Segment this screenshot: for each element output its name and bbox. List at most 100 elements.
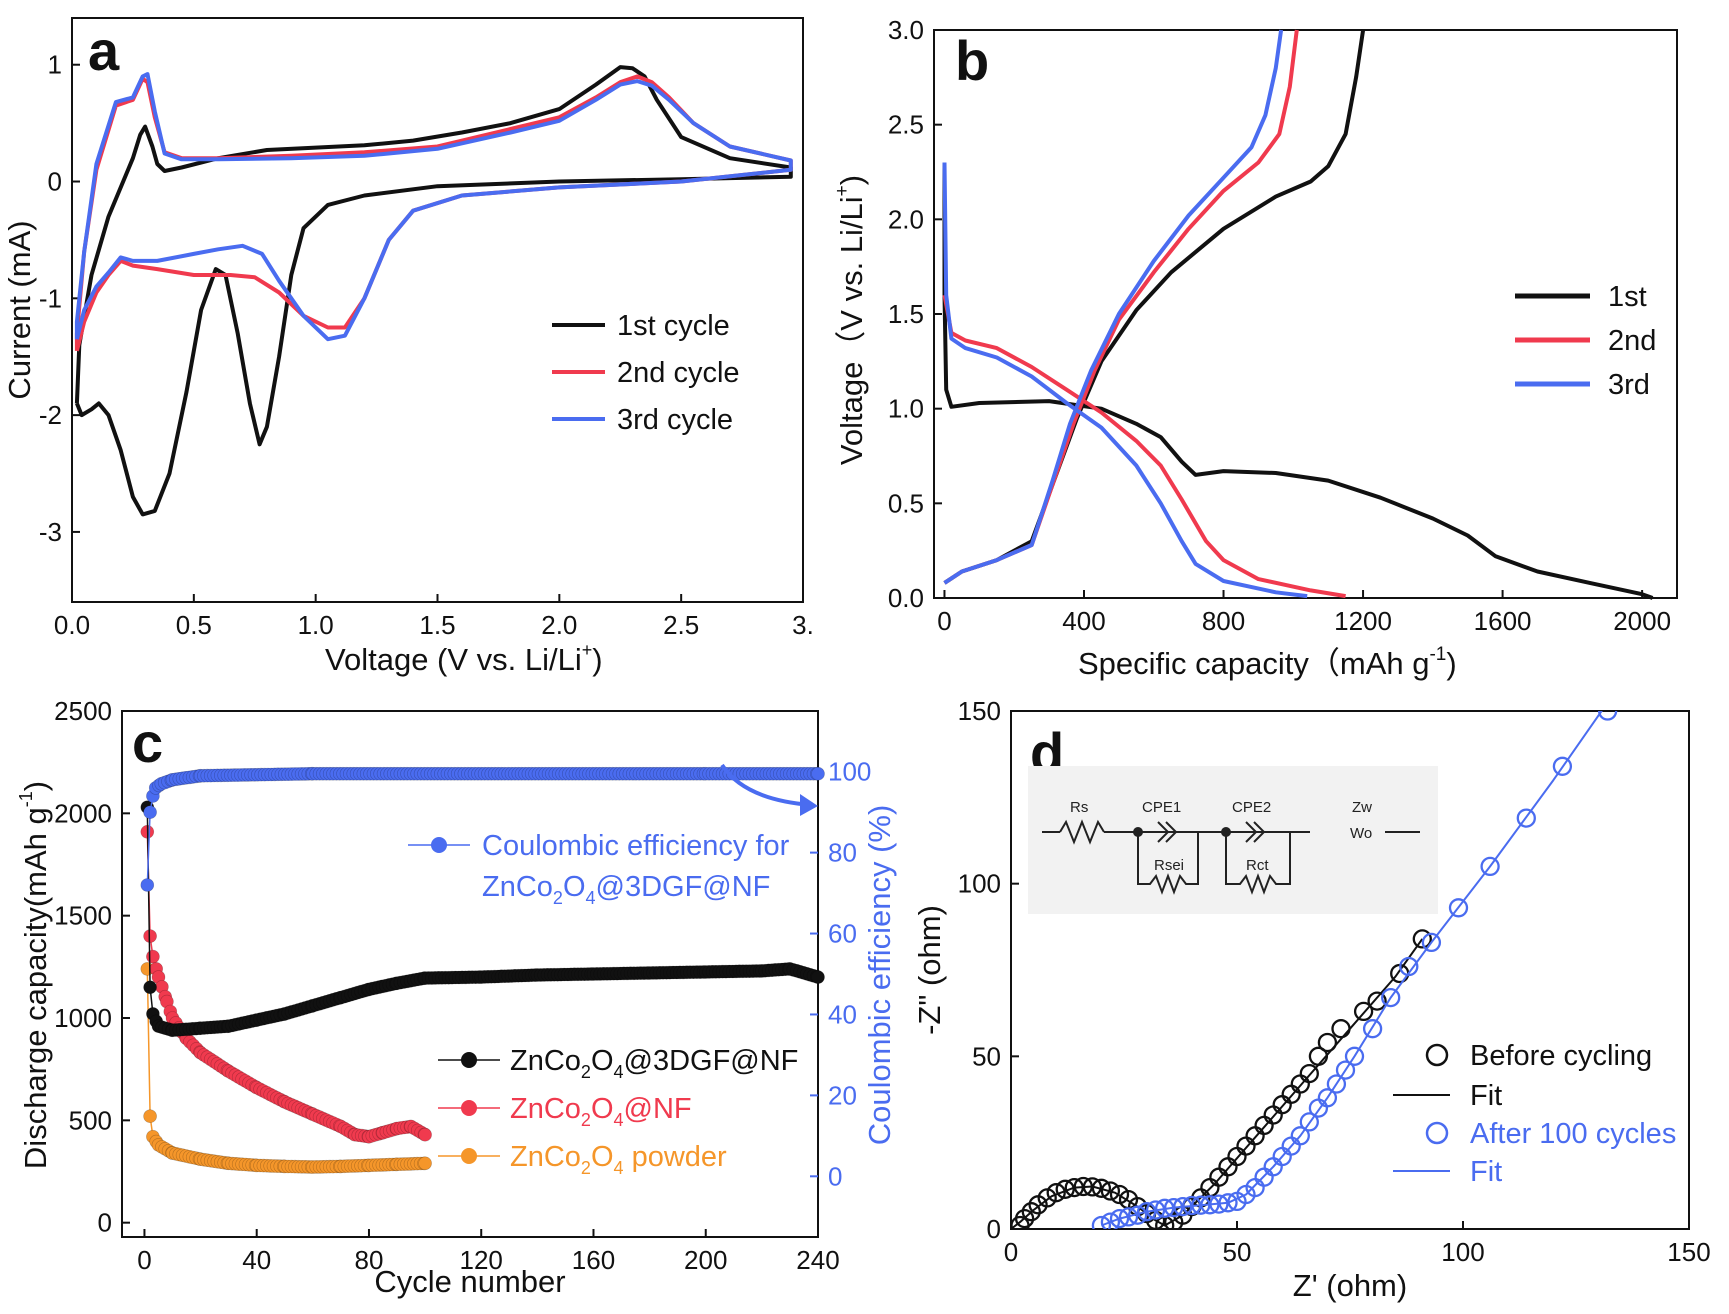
rsei-resistor-icon <box>1137 832 1199 895</box>
a-xtick-label: 3. <box>792 610 814 640</box>
c-series-2-marker <box>143 980 157 995</box>
d-legend-label-2: Fit <box>1470 1080 1502 1112</box>
b-series-2-discharge <box>942 294 1346 599</box>
d-series-3-marker <box>1299 1112 1319 1132</box>
b-legend-label-2: 2nd <box>1608 325 1656 357</box>
d-xtick-label: 50 <box>1223 1237 1252 1267</box>
c-ytick-label: 2500 <box>54 696 112 726</box>
d-inset-label-cpe1: CPE1 <box>1142 799 1181 816</box>
a-xtick-label: 2.5 <box>663 610 699 640</box>
a-xtick-label: 1.5 <box>419 610 455 640</box>
panel-d: 0 50 100 150 0 50 100 150 <box>958 696 1711 1267</box>
d-series-4-fit-line <box>1101 711 1603 1227</box>
c-ytick-label: 1000 <box>54 1003 112 1033</box>
panel-d-frame <box>1010 710 1690 1230</box>
b-series-1-discharge <box>942 162 1654 600</box>
d-series-1-marker <box>1367 991 1387 1011</box>
d-xtick-label: 100 <box>1441 1237 1484 1267</box>
c-series-1-marker <box>140 878 155 892</box>
d-inset-label-zw: Zw <box>1352 799 1372 816</box>
b-series-3-discharge <box>942 162 1308 599</box>
a-legend-label-3: 3rd cycle <box>617 404 733 436</box>
d-series-3-marker <box>1091 1215 1112 1229</box>
a-xtick-label: 1.0 <box>298 610 334 640</box>
b-ytick-label: 1.5 <box>888 299 924 329</box>
d-series-1-marker <box>1100 1181 1121 1201</box>
a-xtick-label: 0.0 <box>54 610 90 640</box>
d-inset-label-rct: Rct <box>1246 857 1269 874</box>
c-legend-label-3: ZnCo2O4@NF <box>510 1093 692 1130</box>
d-inset-label-cpe2: CPE2 <box>1232 799 1271 816</box>
c-y2label: Coulombic efficiency (%) <box>862 805 897 1146</box>
c-legend-label-4: ZnCo2O4 powder <box>510 1141 727 1178</box>
c-legend-label-1b: ZnCo2O4@3DGF@NF <box>482 871 770 908</box>
d-series-1-marker <box>1046 1183 1066 1203</box>
c-ytick-label: 1500 <box>54 901 112 931</box>
panel-a-letter: a <box>88 19 120 82</box>
panel-c: 0 40 80 120 160 200 240 0 500 1000 1500 2000 2500 0 20… <box>54 696 871 1275</box>
b-xtick-label: 2000 <box>1613 606 1671 636</box>
a-ytick-label: -3 <box>39 517 62 547</box>
c-y2tick-label: 60 <box>828 919 857 949</box>
c-ytick-label: 0 <box>98 1208 112 1238</box>
a-xtick-label: 2.0 <box>541 610 577 640</box>
d-series-3-marker <box>1335 1060 1356 1080</box>
d-legend-swatch-3 <box>1425 1121 1449 1145</box>
d-ytick-label: 0 <box>987 1214 1001 1244</box>
c-xtick-label: 200 <box>684 1245 727 1275</box>
a-xtick-label: 0.5 <box>176 610 212 640</box>
b-series-1-charge <box>943 29 1366 585</box>
c-xtick-label: 0 <box>137 1245 151 1275</box>
b-legend: 1st 2nd 3rd <box>1515 281 1656 401</box>
a-ytick-label: -1 <box>39 283 62 313</box>
cpe2-icon <box>1245 821 1266 843</box>
c-series-4-marker <box>418 1156 432 1171</box>
c-xtick-label: 160 <box>572 1245 615 1275</box>
panel-c-letter: c <box>132 711 163 774</box>
c-xtick-label: 240 <box>796 1245 839 1275</box>
a-ytick-label: -2 <box>39 400 62 430</box>
d-legend-label-3: After 100 cycles <box>1470 1118 1676 1150</box>
d-plot-area <box>1011 711 1618 1229</box>
d-series-1-marker <box>1353 1001 1374 1022</box>
b-xtick-label: 0 <box>937 606 951 636</box>
a-legend-label-2: 2nd cycle <box>617 357 740 389</box>
b-ylabel: Voltage（V vs. Li/Li+) <box>832 175 869 465</box>
d-inset-label-wo: Wo <box>1350 825 1372 842</box>
c-legend-swatch-2-marker <box>461 1052 477 1068</box>
b-legend-label-3: 3rd <box>1608 369 1650 401</box>
b-series-2-charge <box>943 29 1299 585</box>
c-legend: Coulombic efficiency for ZnCo2O4@3DGF@NF… <box>408 830 798 1178</box>
d-series-3-marker <box>1109 1208 1130 1229</box>
d-xlabel: Z' (ohm) <box>1293 1268 1407 1303</box>
c-series-3-marker <box>418 1127 432 1142</box>
d-series-3-marker <box>1136 1202 1157 1222</box>
c-legend-swatch-3-marker <box>461 1100 477 1116</box>
b-xtick-label: 1600 <box>1474 606 1532 636</box>
c-ytick-label: 2000 <box>54 798 112 828</box>
b-ytick-label: 3.0 <box>888 15 924 45</box>
d-series-2-fit-line <box>1011 938 1424 1229</box>
d-series-3-marker <box>1344 1046 1365 1066</box>
d-series-3-marker <box>1421 932 1442 953</box>
c-xtick-label: 40 <box>242 1245 271 1275</box>
d-series-3-marker <box>1399 956 1419 977</box>
d-xtick-label: 150 <box>1667 1237 1710 1267</box>
b-legend-label-1: 1st <box>1608 281 1647 313</box>
d-series-3-marker <box>1362 1019 1383 1039</box>
c-xlabel: Cycle number <box>374 1264 565 1299</box>
c-y2tick-label: 80 <box>828 838 857 868</box>
rct-resistor-icon <box>1225 832 1291 895</box>
d-series-3-marker <box>1381 987 1401 1008</box>
a-ytick-label: 1 <box>48 50 62 80</box>
c-y2tick-label: 40 <box>828 999 857 1029</box>
c-legend-swatch-1-marker <box>431 837 447 853</box>
a-series-3-line <box>74 72 793 342</box>
b-series-3-charge <box>943 29 1284 585</box>
c-legend-label-1: Coulombic efficiency for <box>482 830 790 862</box>
c-series-1-marker <box>143 805 157 820</box>
d-series-3-marker <box>1326 1074 1347 1094</box>
b-xtick-label: 800 <box>1202 606 1245 636</box>
d-series-3-marker <box>1516 808 1536 828</box>
